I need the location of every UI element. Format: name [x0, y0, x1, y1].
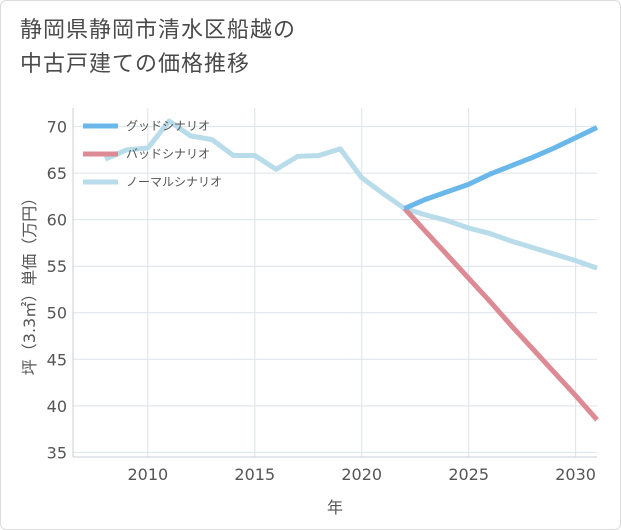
series-line-2: [104, 118, 598, 271]
x-tick-2030: 2030: [555, 465, 596, 484]
series-lines: [104, 118, 599, 422]
legend-label-1: バッドシナリオ: [126, 147, 210, 161]
x-tick-2020: 2020: [341, 465, 382, 484]
y-tick-60: 60: [47, 211, 67, 230]
legend-label-0: グッドシナリオ: [126, 119, 210, 133]
y-tick-40: 40: [47, 397, 67, 416]
y-tick-65: 65: [47, 164, 67, 183]
y-tick-labels: 35 40 45 50 55 60 65 70: [47, 118, 67, 463]
x-axis-label: 年: [327, 498, 343, 517]
chart-title: 静岡県静岡市清水区船越の 中古戸建ての価格推移: [20, 18, 297, 77]
x-tick-2015: 2015: [234, 465, 275, 484]
series-line-1: [402, 206, 599, 422]
x-tick-2010: 2010: [127, 465, 168, 484]
legend-label-2: ノーマルシナリオ: [126, 175, 222, 189]
x-tick-labels: 2010 2015 2020 2025 2030: [127, 465, 595, 484]
y-tick-70: 70: [47, 118, 67, 137]
y-tick-45: 45: [47, 350, 67, 369]
grid: [72, 108, 597, 458]
series-line-0: [403, 125, 599, 211]
y-tick-55: 55: [47, 257, 67, 276]
x-tick-2025: 2025: [448, 465, 489, 484]
y-tick-50: 50: [47, 304, 67, 323]
y-axis-label: 坪（3.3㎡）単価（万円）: [20, 190, 39, 375]
y-tick-35: 35: [47, 443, 67, 462]
